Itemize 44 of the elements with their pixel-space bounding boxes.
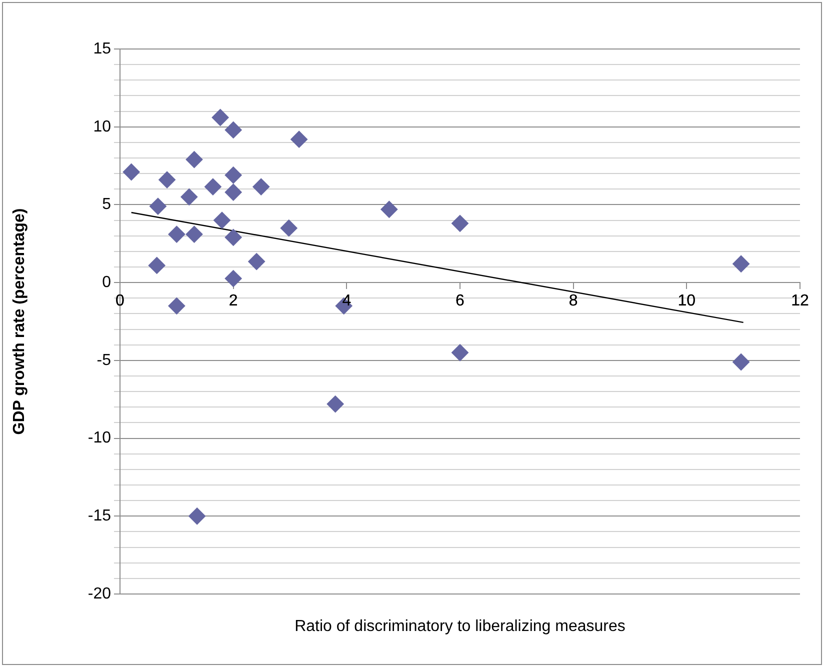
point [290,130,308,148]
point [149,198,166,215]
y-tick-label: 15 [93,40,112,58]
x-tick-label: 2 [228,292,238,310]
point [280,220,298,237]
point [186,151,203,168]
y-tick-label: -10 [88,430,112,447]
x-tick-label: 12 [791,292,809,310]
point [224,270,242,288]
point [180,188,198,206]
point [224,166,242,184]
y-tick-label: -20 [88,585,112,602]
point [168,226,186,243]
point [214,212,230,229]
point [168,297,186,314]
point [248,253,266,270]
point [204,178,222,196]
point [380,200,398,218]
point [732,353,750,370]
point [452,344,468,362]
point [186,226,203,243]
y-tick-label: 5 [102,196,112,214]
point [326,396,344,413]
x-tick-label: 10 [678,292,696,310]
point [252,178,270,196]
x-axis-title: Ratio of discriminatory to liberalizing measures [294,618,626,636]
point [452,214,468,232]
y-axis-title: GDP growth rate (percentage) [11,208,28,435]
point [224,121,242,138]
x-tick-label: 6 [456,292,465,310]
y-tick-label: -15 [88,508,112,525]
point [158,171,176,188]
y-tick-label: 10 [93,118,112,136]
x-tick-label: 8 [568,292,578,310]
point [148,256,166,274]
point [224,184,242,201]
y-tick-label: 0 [102,274,112,291]
point [224,228,242,246]
y-tick-label: -5 [96,352,112,369]
point [122,164,140,181]
point [212,109,229,126]
point [188,508,206,525]
point [732,255,750,272]
x-tick-label: 0 [116,292,125,310]
